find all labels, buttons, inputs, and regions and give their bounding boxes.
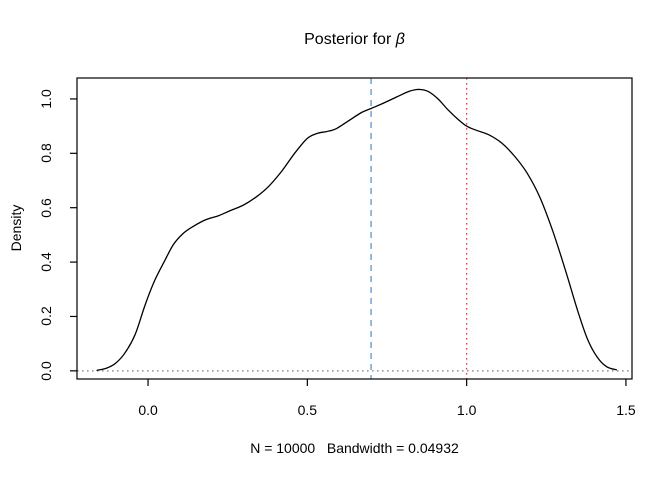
y-tick-label: 0.0 [38, 361, 54, 381]
beta-symbol: β [395, 31, 405, 48]
y-tick-label: 0.2 [38, 306, 54, 327]
y-tick-label: 0.4 [38, 252, 54, 272]
x-tick-label: 0.0 [138, 402, 158, 418]
x-tick-label: 0.5 [297, 402, 318, 418]
plot-frame [76, 77, 633, 380]
chart-title-text: Posterior for [304, 31, 396, 48]
y-tick-label: 1.0 [38, 89, 54, 109]
y-tick-label: 0.6 [38, 197, 54, 218]
y-tick-label: 0.8 [38, 143, 54, 164]
x-tick-label: 1.5 [616, 402, 636, 418]
x-tick-label: 1.0 [456, 402, 477, 418]
chart-title: Posterior for β [77, 30, 632, 50]
y-axis-label: Density [8, 204, 24, 252]
posterior-density-curve [96, 88, 618, 371]
x-axis-label: N = 10000 Bandwidth = 0.04932 [250, 440, 459, 456]
